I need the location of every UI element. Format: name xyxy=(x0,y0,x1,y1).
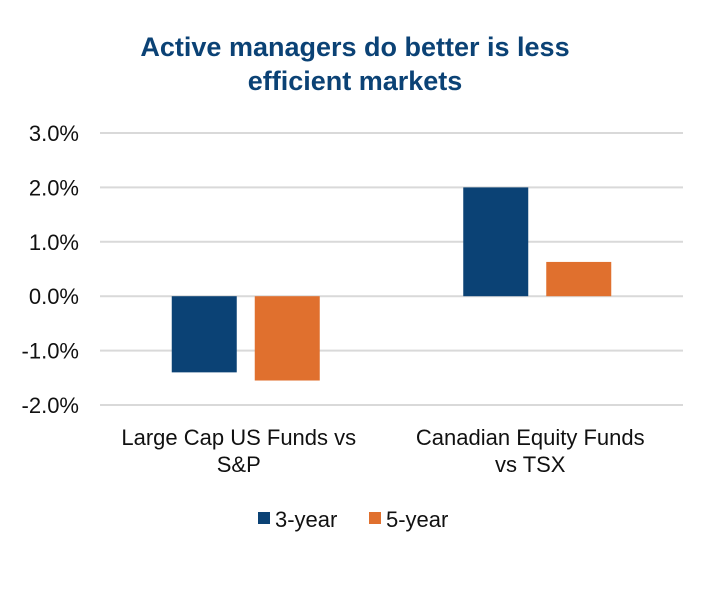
category-label: Canadian Equity Funds xyxy=(416,425,645,450)
y-axis-tick-labels: 3.0% 2.0% 1.0% 0.0% -1.0% -2.0% xyxy=(22,121,79,418)
x-axis-category-labels: Large Cap US Funds vsS&P Canadian Equity … xyxy=(121,425,644,477)
y-tick-label: 2.0% xyxy=(29,175,79,200)
bar-3-year-canada xyxy=(463,187,529,297)
y-tick-label: -1.0% xyxy=(22,339,79,364)
legend-label-3-year: 3-year xyxy=(275,507,337,532)
bar-3-year-us xyxy=(171,296,237,373)
bar-5-year-us xyxy=(254,296,320,381)
category-label: Large Cap US Funds vs xyxy=(121,425,356,450)
category-label: S&P xyxy=(217,452,261,477)
chart-title-line-1: Active managers do better is less xyxy=(140,32,570,62)
bars xyxy=(171,187,612,381)
y-tick-label: 0.0% xyxy=(29,284,79,309)
bar-5-year-canada xyxy=(546,261,612,297)
y-tick-label: -2.0% xyxy=(22,393,79,418)
legend-swatch-3-year xyxy=(258,512,270,524)
chart-title-line-2: efficient markets xyxy=(247,66,463,96)
legend-label-5-year: 5-year xyxy=(386,507,448,532)
legend: 3-year 5-year xyxy=(258,507,448,532)
y-tick-label: 3.0% xyxy=(29,121,79,146)
category-label: vs TSX xyxy=(495,452,566,477)
chart-title: Active managers do better is less effici… xyxy=(0,30,710,98)
y-tick-label: 1.0% xyxy=(29,230,79,255)
legend-swatch-5-year xyxy=(369,512,381,524)
